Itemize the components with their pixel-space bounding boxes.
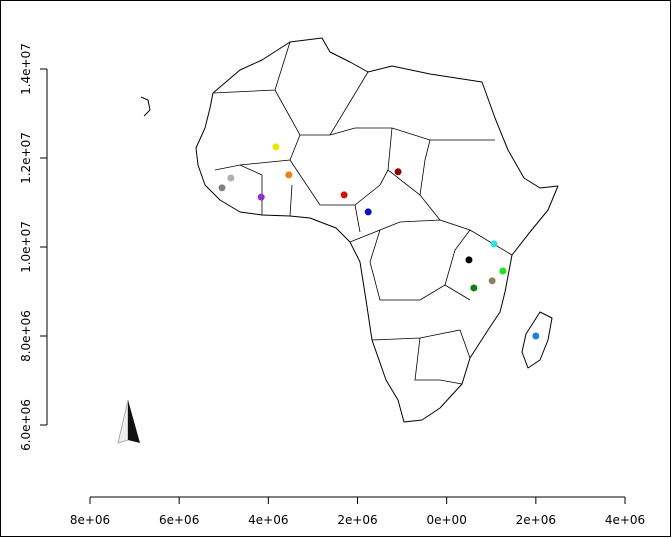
x-tick-label: 6e+06 — [159, 513, 199, 527]
y-tick-label: 8.0e+06 — [19, 310, 33, 362]
point — [490, 240, 498, 248]
y-tick-label: 1.4e+07 — [19, 43, 33, 95]
x-tick-label: 0e+00 — [426, 513, 466, 527]
x-tick-label: 4e+06 — [605, 513, 645, 527]
point — [364, 208, 372, 216]
point — [470, 284, 478, 292]
x-tick-label: 8e+06 — [70, 513, 110, 527]
point — [340, 191, 348, 199]
point — [257, 193, 265, 201]
x-tick-label: 4e+06 — [248, 513, 288, 527]
point — [285, 171, 293, 179]
point — [532, 332, 540, 340]
y-tick-label: 6.0e+06 — [19, 399, 33, 451]
point — [499, 267, 507, 275]
point — [488, 277, 496, 285]
point — [394, 168, 402, 176]
y-tick-label: 1.0e+07 — [19, 221, 33, 273]
point — [465, 256, 473, 264]
x-tick-label: 2e+06 — [516, 513, 556, 527]
north-arrow — [117, 399, 140, 444]
point — [227, 174, 235, 182]
x-tick-label: 2e+06 — [337, 513, 377, 527]
y-tick-label: 1.2e+07 — [19, 132, 33, 184]
point — [218, 184, 226, 192]
africa-outline — [140, 37, 559, 423]
point — [272, 143, 280, 151]
